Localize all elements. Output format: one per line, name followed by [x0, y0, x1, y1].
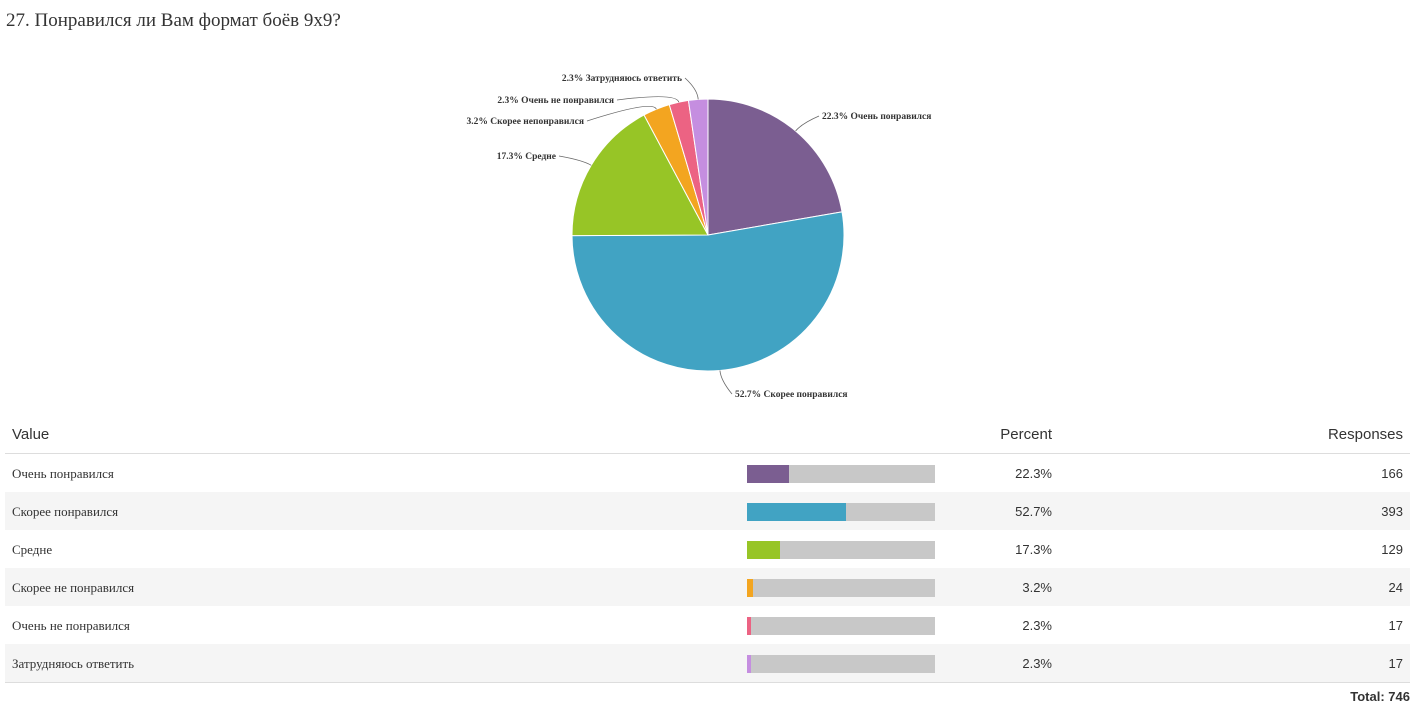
percent-bar-track — [747, 579, 935, 597]
percent-bar-track — [747, 655, 935, 673]
row-responses: 17 — [1388, 618, 1403, 633]
header-responses: Responses — [1327, 426, 1403, 443]
pie-slice-label: 17.3% Средне — [497, 152, 556, 162]
row-label: Очень понравился — [12, 466, 114, 481]
percent-bar-fill — [747, 541, 780, 559]
pie-slice — [707, 98, 843, 236]
percent-bar-track — [747, 503, 935, 521]
pie-slice-label: 3.2% Скорее непонравился — [466, 117, 584, 127]
row-percent: 2.3% — [1022, 656, 1052, 671]
total-label: Total: — [1350, 689, 1385, 704]
pie-slice-label: 22.3% Очень понравился — [822, 112, 931, 122]
percent-bar-fill — [747, 579, 754, 597]
table-row: Скорее не понравился 3.2% 24 — [5, 568, 1410, 606]
results-table: Value Percent Responses Очень понравился… — [5, 415, 1410, 683]
pie-slice-label: 2.3% Затрудняюсь ответить — [562, 74, 682, 84]
row-label: Очень не понравился — [12, 618, 130, 633]
row-responses: 166 — [1381, 466, 1403, 481]
row-responses: 393 — [1381, 504, 1403, 519]
percent-bar-fill — [747, 617, 752, 635]
table-divider — [5, 682, 1410, 683]
percent-bar-fill — [747, 465, 789, 483]
table-row: Очень понравился 22.3% 166 — [5, 454, 1410, 492]
pie-slice — [571, 211, 845, 372]
row-percent: 22.3% — [1015, 466, 1052, 481]
pie-leader-line — [586, 105, 657, 122]
pie-leader-line — [558, 155, 592, 166]
pie-leader-line — [795, 115, 820, 132]
table-row: Скорее понравился 52.7% 393 — [5, 492, 1410, 530]
row-responses: 17 — [1388, 656, 1403, 671]
row-label: Средне — [12, 542, 53, 557]
pie-leader-line — [684, 77, 699, 100]
row-label: Скорее не понравился — [12, 580, 135, 595]
percent-bar-fill — [747, 503, 847, 521]
table-row: Очень не понравился 2.3% 17 — [5, 606, 1410, 644]
header-percent: Percent — [1000, 426, 1052, 443]
header-value: Value — [12, 426, 50, 443]
pie-slice — [687, 98, 709, 236]
pie-slice-label: 52.7% Скорее понравился — [735, 390, 848, 400]
percent-bar-track — [747, 541, 935, 559]
row-percent: 17.3% — [1015, 542, 1052, 557]
pie-leader-line — [616, 96, 680, 103]
question-title: 27. Понравился ли Вам формат боёв 9x9? — [6, 10, 341, 31]
table-row: Средне 17.3% 129 — [5, 530, 1410, 568]
pie-slice — [571, 114, 709, 237]
table-header: Value Percent Responses — [5, 415, 1410, 454]
row-percent: 3.2% — [1022, 580, 1052, 595]
percent-bar-fill — [747, 655, 752, 673]
row-percent: 52.7% — [1015, 504, 1052, 519]
table-row: Затрудняюсь ответить 2.3% 17 — [5, 644, 1410, 682]
percent-bar-track — [747, 465, 935, 483]
row-label: Скорее понравился — [12, 504, 119, 519]
row-label: Затрудняюсь ответить — [12, 656, 135, 671]
row-percent: 2.3% — [1022, 618, 1052, 633]
pie-chart: 22.3% Очень понравился 52.7% Скорее понра… — [466, 74, 931, 400]
row-responses: 129 — [1381, 542, 1403, 557]
total-value: 746 — [1388, 689, 1410, 704]
percent-bar-track — [747, 617, 935, 635]
total: Total: 746 — [1350, 689, 1410, 704]
pie-leader-line — [719, 370, 733, 395]
pie-slice-label: 2.3% Очень не понравился — [497, 96, 614, 106]
row-responses: 24 — [1388, 580, 1403, 595]
